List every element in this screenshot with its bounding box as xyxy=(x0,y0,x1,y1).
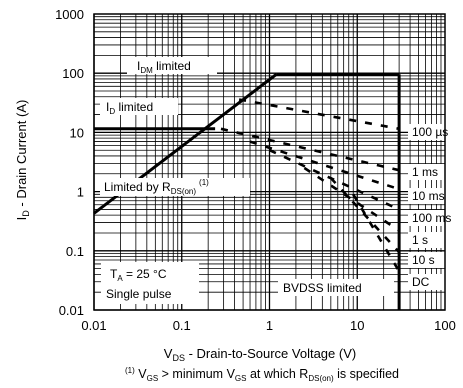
curve-label-2: 10 ms xyxy=(412,189,445,203)
id-limited-label: ID limited xyxy=(100,98,178,116)
y-tick-labels: 0.01 0.1 1 10 100 1000 xyxy=(55,7,84,318)
y-tick-label: 100 xyxy=(62,66,84,81)
idm-limited-label: IDM limited xyxy=(127,57,217,75)
x-tick-labels: 0.01 0.1 1 10 100 xyxy=(81,318,456,333)
curve-line-2 xyxy=(249,140,400,191)
x-tick-label: 10 xyxy=(350,318,364,333)
y-tick-label: 1000 xyxy=(55,7,84,22)
x-tick-label: 0.1 xyxy=(173,318,191,333)
curve-label-1: 1 ms xyxy=(412,165,438,179)
conditions-box: TA = 25 °C Single pulse xyxy=(101,262,199,304)
footnote: (1) VGS > minimum VGS at which RDS(on) i… xyxy=(125,366,399,383)
curve-label-4: 1 s xyxy=(412,233,428,247)
plot-frame xyxy=(93,13,446,311)
y-tick-label: 1 xyxy=(77,185,84,200)
curve-label-bg xyxy=(408,210,454,226)
svg-text:Limited by RDS(on)(1): Limited by RDS(on)(1) xyxy=(104,178,209,196)
curve-labels: 100 µs 1 ms 10 ms 100 ms 1 s 10 s DC xyxy=(408,124,454,290)
svg-text:ID limited: ID limited xyxy=(106,100,153,116)
curve-label-0: 100 µs xyxy=(412,125,448,139)
curve-line-5 xyxy=(329,177,401,253)
y-tick-label: 10 xyxy=(70,125,84,140)
x-tick-label: 1 xyxy=(266,318,273,333)
curve-label-bg xyxy=(408,188,454,204)
curve-label-6: DC xyxy=(412,275,430,289)
curve-line-3 xyxy=(268,149,400,211)
pulse-curves xyxy=(220,98,401,272)
svg-text:TA = 25 °C: TA = 25 °C xyxy=(110,267,167,283)
curve-label-bg xyxy=(408,124,454,140)
curve-label-5: 10 s xyxy=(412,253,435,267)
rds-limited-label: Limited by RDS(on)(1) xyxy=(100,178,250,196)
svg-text:Single pulse: Single pulse xyxy=(106,287,172,301)
curve-line-4 xyxy=(303,166,400,232)
x-axis-title: VDS - Drain-to-Source Voltage (V) xyxy=(164,346,356,363)
curve-label-bg xyxy=(408,232,454,248)
svg-text:IDM limited: IDM limited xyxy=(137,59,191,75)
y-tick-label: 0.01 xyxy=(59,303,84,318)
y-tick-label: 0.1 xyxy=(66,244,84,259)
curve-line-0 xyxy=(238,98,400,131)
curve-label-bg xyxy=(408,274,454,290)
curve-label-bg xyxy=(408,252,454,268)
curve-label-bg xyxy=(408,164,454,180)
svg-text:BVDSS limited: BVDSS limited xyxy=(283,281,362,295)
bvdss-limited-label: BVDSS limited xyxy=(278,279,394,296)
curve-label-3: 100 ms xyxy=(412,211,451,225)
y-axis-title: ID - Drain Current (A) xyxy=(14,100,31,221)
x-tick-label: 0.01 xyxy=(81,318,106,333)
x-tick-label: 100 xyxy=(434,318,456,333)
